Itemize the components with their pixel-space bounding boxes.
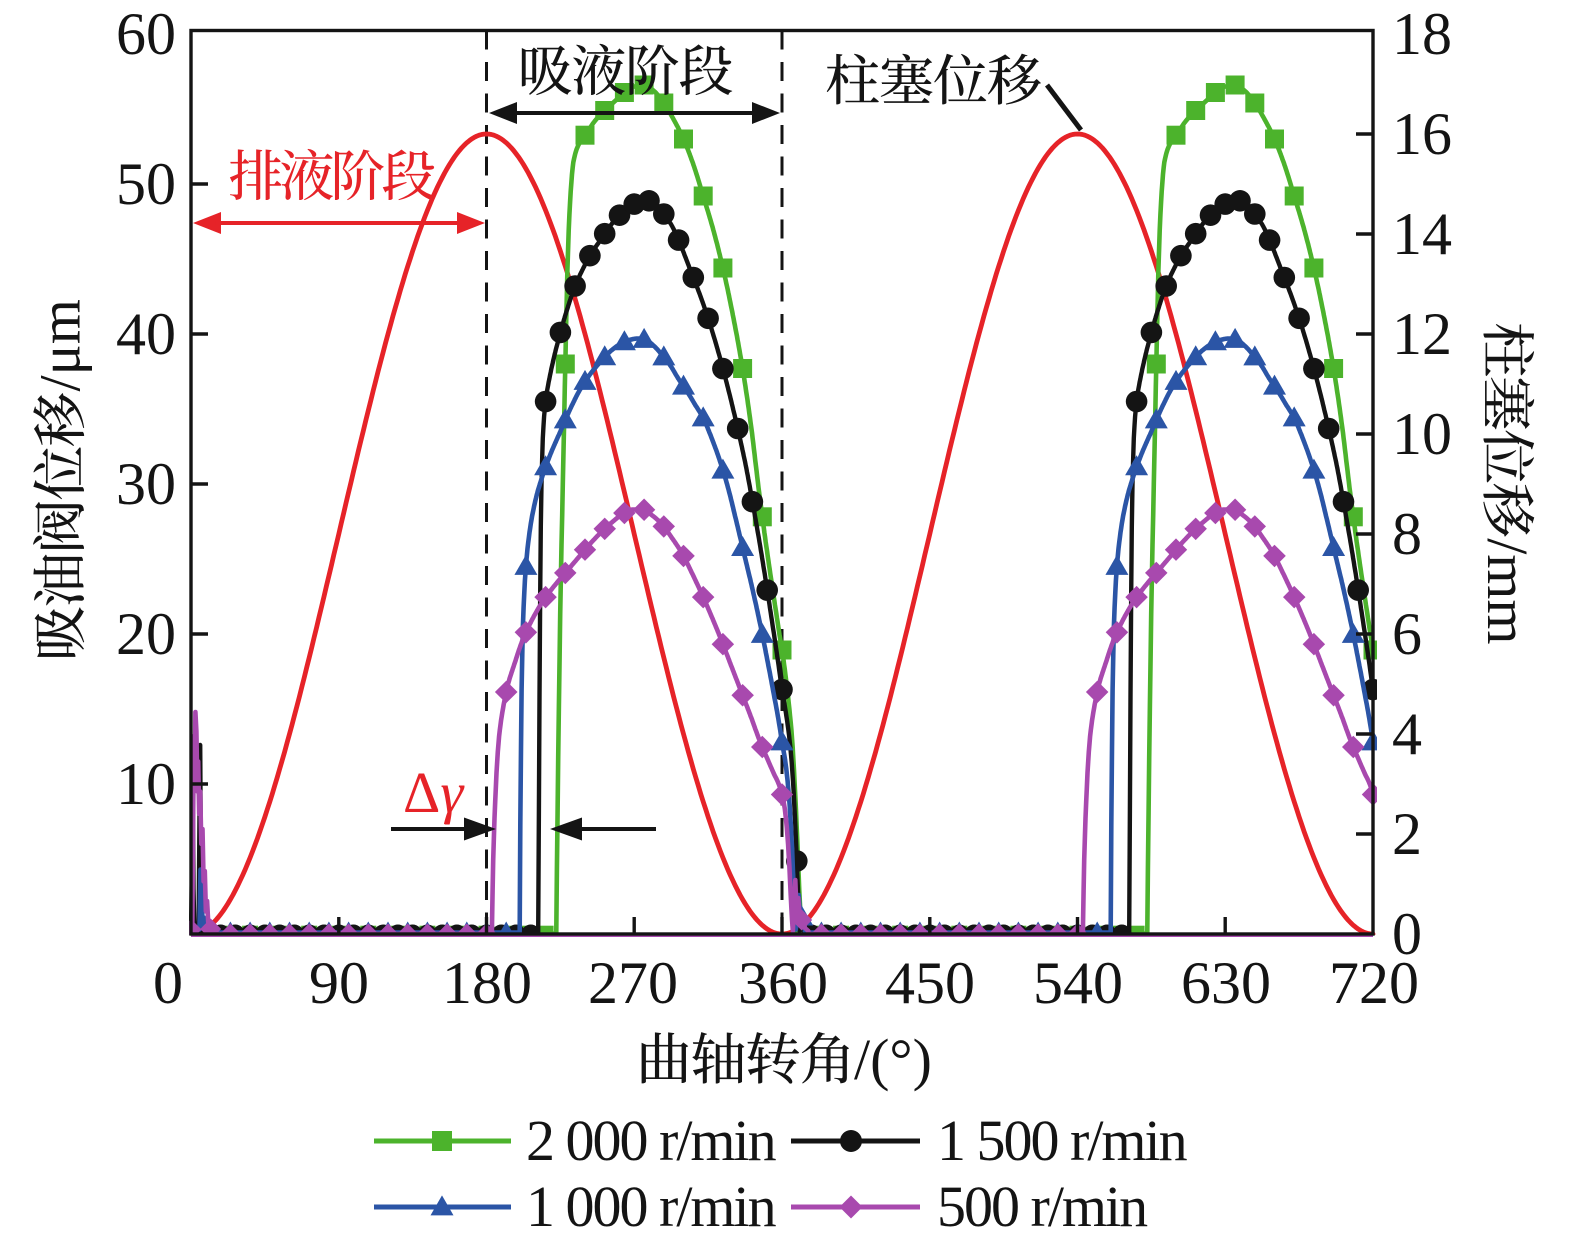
- svg-text:720: 720: [1329, 950, 1419, 1016]
- svg-text:180: 180: [442, 950, 532, 1016]
- svg-text:10: 10: [116, 751, 176, 817]
- svg-text:0: 0: [1392, 901, 1422, 967]
- svg-text:30: 30: [116, 451, 176, 517]
- svg-text:8: 8: [1392, 501, 1422, 567]
- svg-text:Δγ: Δγ: [403, 760, 465, 825]
- svg-text:540: 540: [1033, 950, 1123, 1016]
- svg-text:40: 40: [116, 301, 176, 367]
- svg-text:1 500 r/min: 1 500 r/min: [937, 1108, 1188, 1173]
- svg-text:360: 360: [738, 950, 828, 1016]
- svg-text:/μm: /μm: [28, 299, 93, 391]
- svg-text:6: 6: [1392, 601, 1422, 667]
- svg-text:90: 90: [309, 950, 369, 1016]
- svg-text:20: 20: [116, 601, 176, 667]
- svg-text:630: 630: [1181, 950, 1271, 1016]
- svg-text:4: 4: [1392, 701, 1422, 767]
- svg-text:10: 10: [1392, 401, 1452, 467]
- svg-text:2: 2: [1392, 801, 1422, 867]
- svg-text:16: 16: [1392, 101, 1452, 167]
- svg-text:2 000 r/min: 2 000 r/min: [526, 1108, 777, 1173]
- svg-text:1 000 r/min: 1 000 r/min: [526, 1174, 777, 1239]
- svg-text:50: 50: [116, 151, 176, 217]
- svg-text:/(°): /(°): [854, 1027, 932, 1092]
- svg-text:270: 270: [588, 950, 678, 1016]
- svg-text:60: 60: [116, 1, 176, 67]
- svg-text:18: 18: [1392, 1, 1452, 67]
- svg-text:/mm: /mm: [1475, 538, 1540, 644]
- svg-text:12: 12: [1392, 301, 1452, 367]
- svg-text:450: 450: [885, 950, 975, 1016]
- svg-text:500 r/min: 500 r/min: [937, 1174, 1148, 1239]
- svg-text:14: 14: [1392, 201, 1452, 267]
- svg-text:0: 0: [153, 950, 183, 1016]
